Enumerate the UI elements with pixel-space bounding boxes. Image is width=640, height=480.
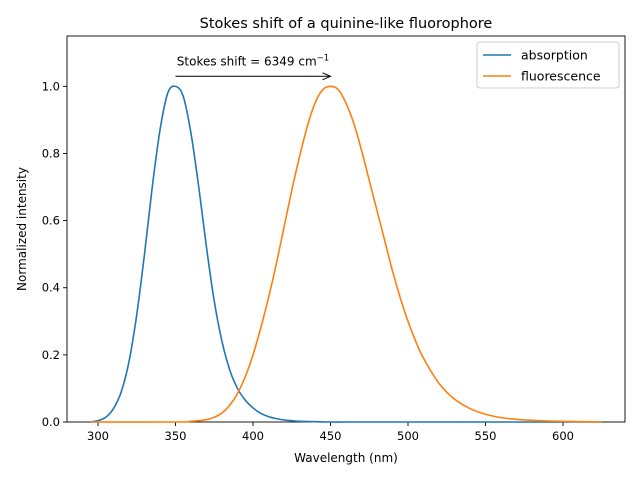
y-tick-label: 0.2: [42, 348, 60, 362]
stokes-shift-arrowhead: [322, 72, 332, 81]
y-tick-label: 0.0: [42, 415, 60, 429]
stokes-shift-label: Stokes shift = 6349 cm−1: [177, 53, 329, 68]
x-tick-label: 550: [475, 429, 497, 443]
legend-label-absorption: absorption: [521, 48, 588, 63]
x-tick-label: 450: [320, 429, 342, 443]
legend: absorption fluorescence: [476, 41, 620, 89]
x-tick-label: 600: [552, 429, 574, 443]
absorption-series-line: [90, 85, 602, 423]
y-axis: 0.0 0.2 0.4 0.6 0.8 1.0: [42, 79, 67, 429]
stokes-shift-label-text: Stokes shift = 6349 cm: [177, 54, 317, 68]
x-tick-label: 300: [87, 429, 109, 443]
x-axis-label: Wavelength (nm): [294, 451, 398, 465]
x-tick-label: 500: [397, 429, 419, 443]
x-tick-label: 400: [242, 429, 264, 443]
stokes-shift-label-exponent: −1: [317, 53, 330, 63]
y-tick-label: 0.8: [42, 146, 60, 160]
series-lines: [90, 85, 602, 423]
chart-title: Stokes shift of a quinine-like fluoropho…: [200, 16, 493, 32]
y-axis-label: Normalized intensity: [15, 167, 29, 291]
x-axis: 300 350 400 450 500 550 600: [87, 422, 574, 443]
plot-area-frame: [66, 35, 626, 423]
stokes-shift-annotation: Stokes shift = 6349 cm−1: [175, 53, 332, 81]
y-tick-label: 0.6: [42, 214, 60, 228]
x-tick-label: 350: [165, 429, 187, 443]
y-tick-label: 0.4: [42, 281, 60, 295]
fluorescence-series-line: [90, 85, 602, 423]
legend-box: [476, 41, 620, 89]
legend-label-fluorescence: fluorescence: [521, 69, 601, 84]
y-tick-label: 1.0: [42, 79, 60, 93]
